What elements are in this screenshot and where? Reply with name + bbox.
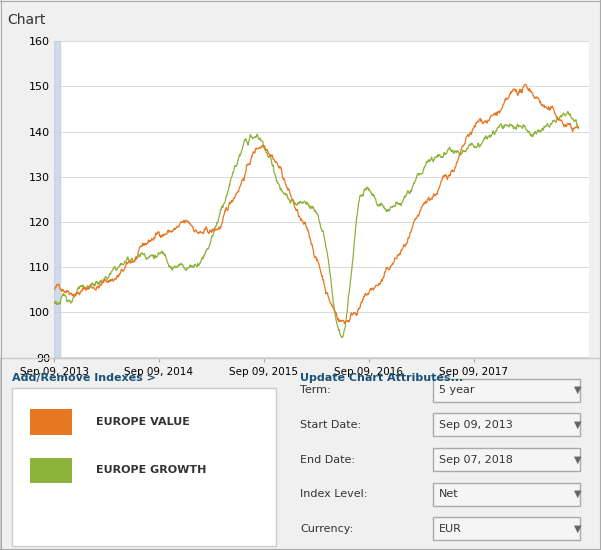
Text: 5 year: 5 year (439, 385, 474, 395)
FancyBboxPatch shape (433, 378, 580, 402)
Text: ▼: ▼ (574, 454, 581, 465)
Text: EUR: EUR (439, 524, 462, 534)
FancyBboxPatch shape (12, 388, 276, 546)
FancyBboxPatch shape (433, 414, 580, 437)
Text: ▼: ▼ (574, 385, 581, 395)
Text: Chart: Chart (7, 13, 46, 26)
Text: Currency:: Currency: (300, 524, 354, 534)
Text: End Date:: End Date: (300, 454, 356, 465)
Text: ▼: ▼ (574, 524, 581, 534)
Text: Index Level:: Index Level: (300, 489, 368, 499)
FancyBboxPatch shape (433, 483, 580, 506)
Text: Term:: Term: (300, 385, 331, 395)
FancyBboxPatch shape (433, 448, 580, 471)
Text: EUROPE GROWTH: EUROPE GROWTH (96, 465, 207, 475)
Text: ▼: ▼ (574, 489, 581, 499)
Text: Update Chart Attributes...: Update Chart Attributes... (300, 373, 464, 383)
FancyBboxPatch shape (30, 409, 72, 434)
FancyBboxPatch shape (30, 458, 72, 483)
FancyBboxPatch shape (433, 517, 580, 540)
Text: Start Date:: Start Date: (300, 420, 362, 430)
Text: Sep 07, 2018: Sep 07, 2018 (439, 454, 513, 465)
Text: Net: Net (439, 489, 459, 499)
Text: Add/Remove Indexes >: Add/Remove Indexes > (12, 373, 156, 383)
Text: Sep 09, 2013: Sep 09, 2013 (439, 420, 513, 430)
Text: ▼: ▼ (574, 420, 581, 430)
Bar (54, 41, 60, 358)
Text: EUROPE VALUE: EUROPE VALUE (96, 417, 190, 427)
